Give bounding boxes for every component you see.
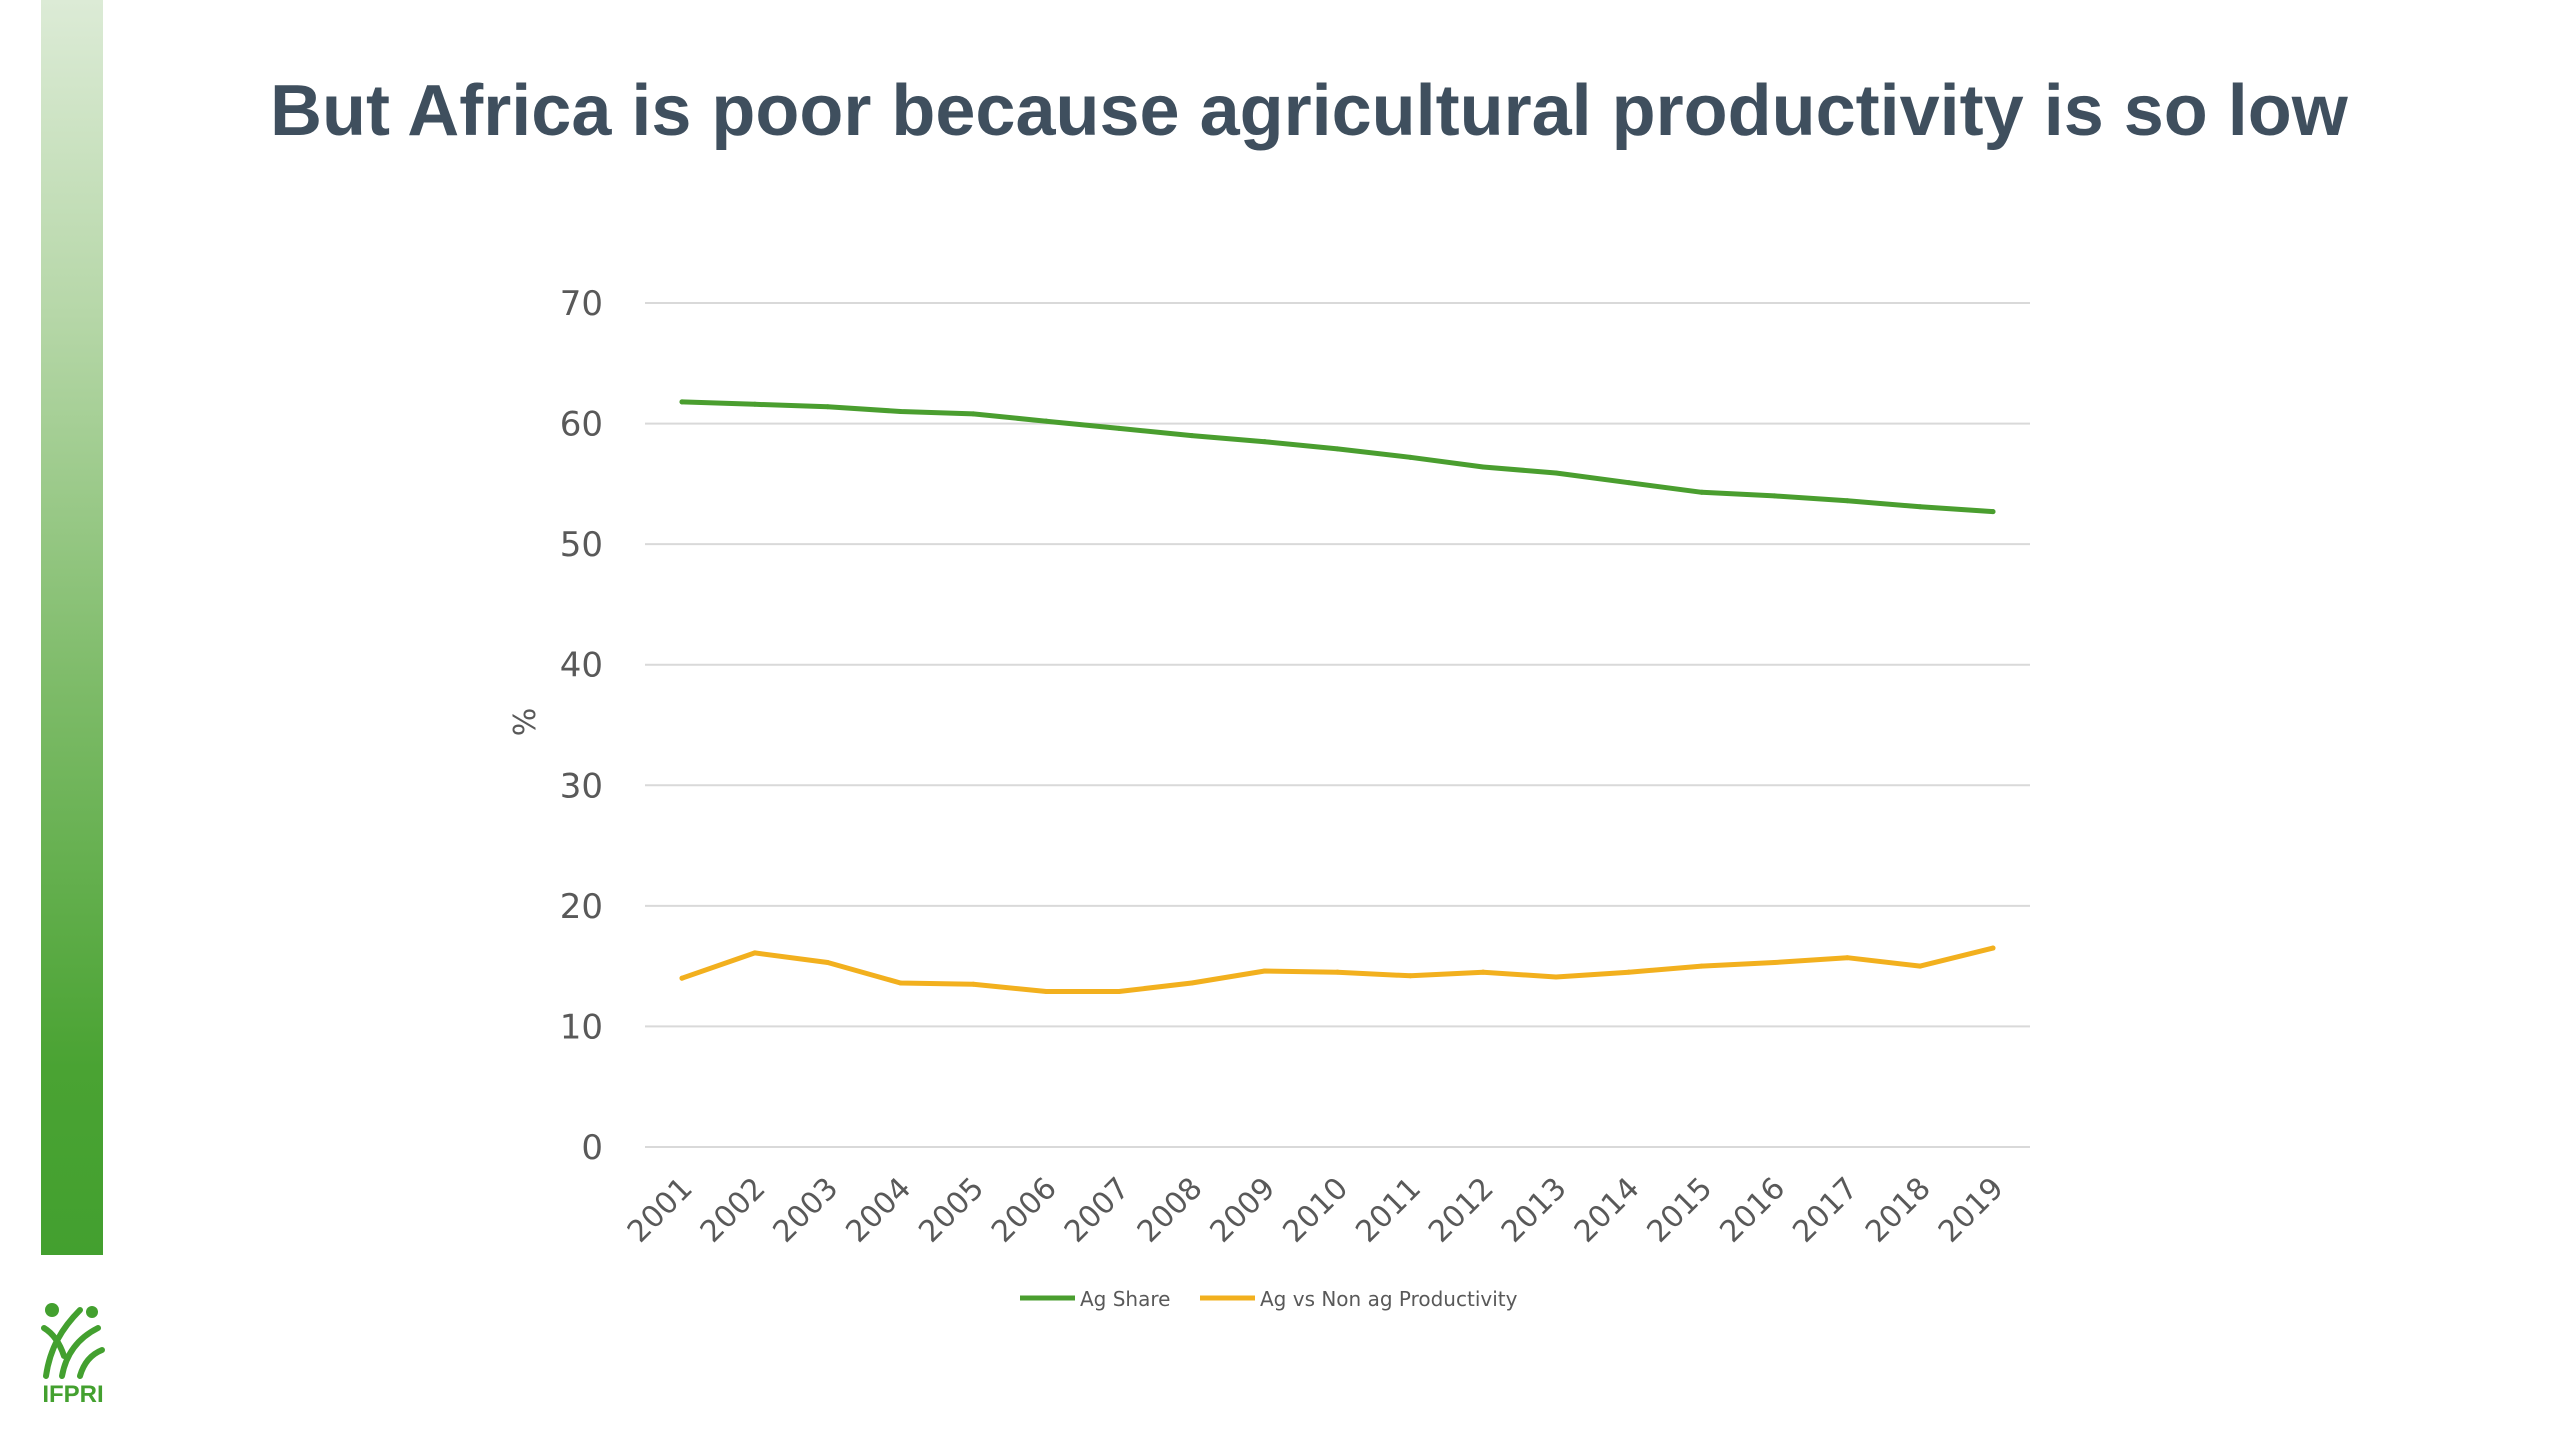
legend-label: Ag vs Non ag Productivity [1260, 1287, 1518, 1311]
data-point [1189, 433, 1195, 439]
data-point [1772, 960, 1777, 966]
data-point [1990, 509, 1996, 515]
data-point [679, 399, 685, 405]
data-point [752, 950, 758, 956]
x-tick-label: 2009 [1204, 1171, 1283, 1250]
data-point [898, 980, 903, 986]
data-point [1772, 493, 1777, 499]
x-tick-label: 2012 [1422, 1171, 1501, 1250]
data-point [1407, 454, 1413, 460]
data-point [1480, 464, 1486, 470]
data-point [1917, 963, 1923, 969]
data-point [1262, 968, 1268, 974]
series-line-0 [679, 399, 1996, 515]
data-point [825, 404, 831, 410]
x-tick-label: 2006 [985, 1171, 1064, 1250]
legend-label: Ag Share [1080, 1287, 1170, 1311]
y-axis-ticks: 0 10 20 30 40 50 60 70 [560, 284, 603, 1168]
data-point [970, 981, 976, 987]
y-tick-label: 20 [560, 887, 603, 927]
x-tick-label: 2005 [912, 1171, 991, 1250]
ifpri-logo: IFPRI [40, 1298, 106, 1408]
data-point [679, 975, 685, 981]
x-tick-label: 2013 [1495, 1171, 1574, 1250]
data-point [752, 401, 758, 407]
x-tick-label: 2001 [621, 1171, 700, 1250]
logo-text: IFPRI [42, 1381, 103, 1408]
data-point [1189, 980, 1195, 986]
x-tick-label: 2018 [1859, 1171, 1938, 1250]
y-tick-label: 30 [560, 766, 603, 806]
x-axis-ticks: 2001200220032004200520062007200820092010… [621, 1171, 2011, 1250]
data-point [1844, 955, 1850, 961]
data-point [1553, 470, 1559, 476]
side-accent-bar [41, 0, 103, 1255]
x-tick-label: 2003 [767, 1171, 846, 1250]
data-point [1480, 969, 1486, 975]
data-point [1626, 480, 1632, 486]
series-lines [679, 399, 1996, 994]
data-point [1990, 945, 1996, 951]
x-tick-label: 2007 [1058, 1171, 1137, 1250]
gridlines [645, 302, 2030, 1148]
data-point [1407, 973, 1413, 979]
y-axis-label: % [508, 708, 543, 737]
data-point [825, 960, 831, 966]
y-tick-label: 40 [560, 646, 603, 686]
y-tick-label: 60 [560, 405, 603, 445]
page-title: But Africa is poor because agricultural … [270, 71, 2348, 151]
x-tick-label: 2008 [1131, 1171, 1210, 1250]
data-point [1335, 969, 1340, 975]
x-tick-label: 2014 [1568, 1171, 1647, 1250]
data-point [1262, 439, 1268, 445]
y-tick-label: 10 [560, 1007, 603, 1047]
x-tick-label: 2004 [839, 1171, 918, 1250]
data-point [1553, 974, 1559, 980]
data-point [1043, 988, 1049, 994]
x-tick-label: 2011 [1349, 1171, 1428, 1250]
legend: Ag Share Ag vs Non ag Productivity [1020, 1287, 1518, 1311]
data-point [1116, 425, 1122, 431]
y-tick-label: 50 [560, 525, 603, 565]
data-point [1335, 446, 1340, 452]
data-point [1917, 504, 1923, 510]
data-point [1699, 963, 1705, 969]
y-tick-label: 0 [581, 1128, 603, 1168]
data-point [1844, 498, 1850, 504]
data-point [1043, 418, 1049, 424]
x-tick-label: 2002 [694, 1171, 773, 1250]
x-tick-label: 2017 [1786, 1171, 1865, 1250]
x-tick-label: 2010 [1276, 1171, 1355, 1250]
data-point [898, 409, 903, 415]
data-point [1626, 969, 1632, 975]
data-point [970, 411, 976, 417]
data-point [1116, 988, 1122, 994]
x-tick-label: 2016 [1713, 1171, 1792, 1250]
data-point [1699, 489, 1705, 495]
x-tick-label: 2019 [1932, 1171, 2011, 1250]
y-tick-label: 70 [560, 284, 603, 324]
x-tick-label: 2015 [1641, 1171, 1720, 1250]
